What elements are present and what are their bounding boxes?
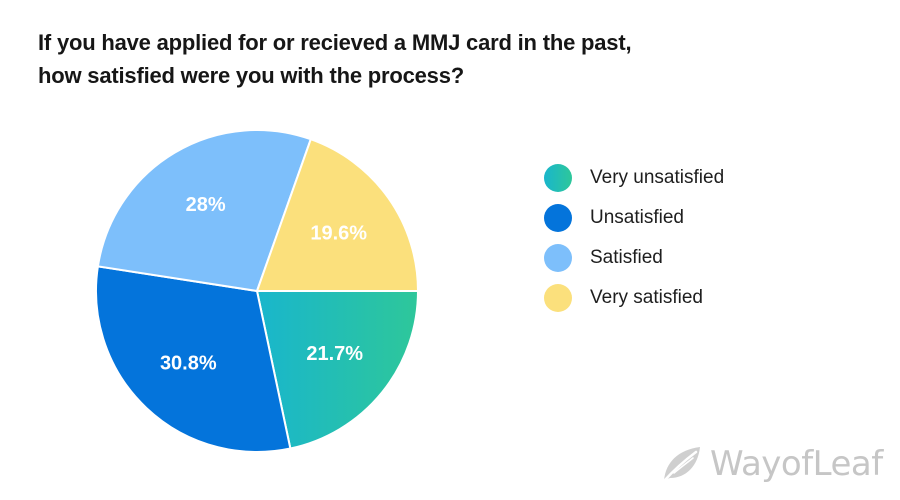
slice-label-unsatisfied: 30.8% [160, 353, 217, 375]
slice-label-very-satisfied: 19.6% [310, 222, 367, 244]
legend-swatch [544, 244, 572, 272]
legend-swatch [544, 204, 572, 232]
chart-title: If you have applied for or recieved a MM… [38, 26, 858, 92]
legend-swatch [544, 164, 572, 192]
slice-label-satisfied: 28% [186, 194, 226, 216]
pie-labels: 21.7% 30.8% 28% 19.6% [160, 194, 367, 375]
legend-label: Very satisfied [590, 287, 703, 308]
watermark-text: WayofLeaf [710, 444, 883, 484]
chart-title-line-2: how satisfied were you with the process? [38, 63, 464, 88]
pie-slices [95, 129, 420, 453]
legend-item-very-unsatisfied: Very unsatisfied [544, 158, 724, 198]
leaf-icon [662, 447, 700, 483]
pie-slice-satisfied [96, 129, 313, 293]
pie-slice-unsatisfied [95, 265, 292, 453]
chart-title-line-1: If you have applied for or recieved a MM… [38, 30, 632, 55]
pie-slice-very-satisfied [255, 137, 420, 292]
pie-slice-very-unsatisfied [255, 290, 420, 450]
legend-item-very-satisfied: Very satisfied [544, 278, 724, 318]
legend-label: Very unsatisfied [590, 167, 725, 188]
slice-label-very-unsatisfied: 21.7% [306, 343, 363, 365]
legend-label: Unsatisfied [590, 207, 684, 228]
watermark: WayofLeaf [660, 440, 883, 488]
legend-label: Satisfied [590, 247, 663, 268]
legend: Very unsatisfied Unsatisfied Satisfied Very… [544, 158, 724, 318]
legend-item-satisfied: Satisfied [544, 238, 724, 278]
legend-item-unsatisfied: Unsatisfied [544, 198, 724, 238]
legend-swatch [544, 284, 572, 312]
